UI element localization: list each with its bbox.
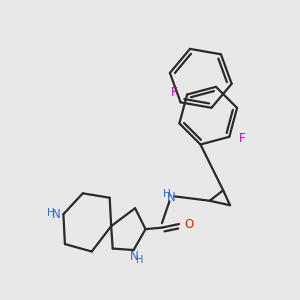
Text: F: F	[238, 132, 245, 145]
Text: H: H	[47, 208, 55, 218]
Text: H: H	[136, 255, 144, 265]
Text: N: N	[130, 250, 139, 263]
Text: O: O	[184, 218, 194, 231]
Text: F: F	[171, 86, 178, 99]
Text: N: N	[52, 208, 60, 221]
Text: N: N	[167, 191, 176, 204]
Text: H: H	[163, 189, 171, 199]
